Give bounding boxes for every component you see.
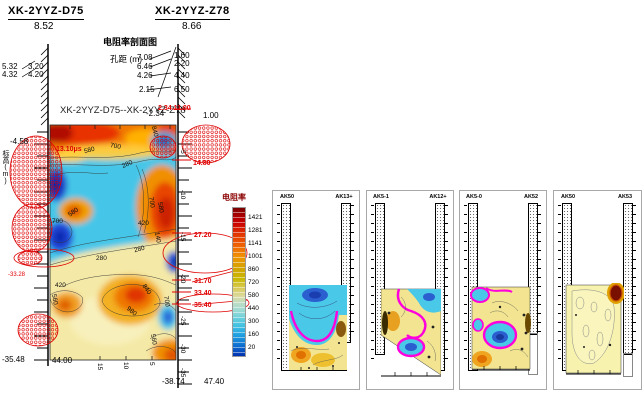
depth-tick: -30: [179, 344, 186, 354]
panel-contour: [381, 288, 441, 377]
dist-bottom-right: 47.40: [204, 377, 225, 386]
right-borehole-axis: [177, 44, 192, 388]
depth-value: 4.40: [174, 71, 190, 80]
red-annotation: 2.34 11.00: [158, 105, 191, 112]
legend-tick: 720: [248, 279, 259, 286]
depth-value: 4.32: [2, 70, 18, 79]
red-annotation: 27.20: [194, 232, 212, 239]
panel-contour: [565, 283, 624, 375]
spacing-label: 孔距 (m): [110, 54, 143, 64]
panel-depth-ticks: [464, 205, 467, 365]
elevation-axis-label: 标高(m): [2, 150, 9, 185]
borehole-left-name: XK-2YYZ-D75: [8, 6, 84, 20]
contour-label: 700: [52, 218, 63, 225]
mini-section-panel-4: AK50 AK53: [553, 190, 642, 390]
depth-tick: -25: [179, 316, 186, 326]
contour-label: 420: [55, 282, 66, 289]
depth-value: 4.20: [28, 70, 44, 79]
elev-top-right: -2.34: [146, 109, 165, 118]
header-leader-lines: [21, 46, 177, 98]
depth-value: 4.26: [137, 71, 153, 80]
x-tick: 10: [122, 362, 129, 370]
panel-borehole-label: AK5-1: [373, 194, 389, 200]
red-annotation: 13.10μs: [56, 146, 82, 153]
red-annotation: 31.70: [194, 278, 212, 285]
legend-tick: 580: [248, 292, 259, 299]
depth-value: 6.50: [174, 85, 190, 94]
legend-tick: 20: [248, 344, 256, 351]
depth-value: 3.20: [28, 62, 44, 71]
legend-tick: 1281: [248, 227, 263, 234]
panel-borehole-column: [375, 203, 385, 355]
legend-tick: 1001: [248, 253, 263, 260]
figure-title: 电阻率剖面图: [103, 37, 158, 47]
panel-depth-ticks: [277, 205, 280, 365]
depth-tick: -10: [179, 190, 186, 200]
legend-tick: 860: [248, 266, 259, 273]
depth-value: 2.20: [174, 59, 190, 68]
legend-title: 电阻率: [222, 193, 246, 202]
depth-value: 1.60: [174, 51, 190, 60]
borehole-right-name: XK-2YYZ-Z78: [155, 6, 230, 20]
depth-value: 6.46: [137, 62, 153, 71]
elev-top-left: -4.58: [10, 137, 29, 146]
legend-tick: 1141: [248, 240, 262, 247]
x-tick: 5: [148, 362, 155, 366]
mini-section-panel-1: AK50 AK13+: [272, 190, 360, 390]
legend-tick: 1421: [248, 214, 263, 221]
panel-borehole-label: AK5-0: [466, 194, 482, 200]
red-annotation: 35.40: [194, 302, 212, 309]
panel-borehole-column: [528, 203, 538, 335]
panel-depth-ticks: [538, 205, 541, 335]
depth-tick: -15: [179, 232, 186, 242]
mini-section-panel-2: AK5-1 AK12+: [366, 190, 454, 390]
panel-depth-ticks: [558, 205, 561, 365]
red-annotation: 14.80: [193, 160, 211, 167]
panel-borehole-column: [623, 203, 633, 355]
borehole-right-elevation: 8.66: [182, 21, 202, 32]
panel-depth-ticks: [351, 205, 354, 335]
panel-depth-ticks: [371, 205, 374, 365]
red-annotation: -33.28: [8, 272, 26, 278]
depth-value: 5.32: [2, 62, 18, 71]
panel-contour: [289, 285, 347, 371]
legend-tick: 300: [248, 318, 259, 325]
panel-casing-outline: [623, 353, 633, 377]
panel-contour: [470, 286, 531, 371]
section-title: XK-2YYZ-D75--XK-2YYZ-Z78: [60, 105, 186, 116]
panel-borehole-label: AK50: [560, 194, 576, 200]
x-tick: 15: [96, 363, 103, 371]
depth-top-right: 1.00: [203, 111, 219, 120]
depth-value: 2.15: [139, 85, 155, 94]
panel-depth-ticks: [445, 205, 448, 365]
legend-tick: 440: [248, 305, 259, 312]
red-annotation: 33.40: [194, 290, 212, 297]
depth-tick: -35: [179, 368, 186, 378]
dist-bottom-left: 44.00: [52, 356, 73, 365]
depth-tick: -5: [179, 148, 186, 154]
panel-borehole-label: AK12+: [429, 194, 447, 200]
legend-colorbar: [232, 207, 246, 357]
panel-borehole-label: AK53: [617, 194, 633, 200]
elev-bottom-left: -35.48: [2, 355, 25, 364]
borehole-left-elevation: 8.52: [34, 21, 54, 32]
depth-value: 7.08: [137, 53, 153, 62]
legend-tick: 160: [248, 331, 259, 338]
panel-borehole-label: AK50: [279, 194, 295, 200]
depth-tick: -20: [179, 274, 186, 284]
contour-label: 280: [96, 255, 107, 262]
contour-label: 420: [138, 220, 149, 227]
hatched-anomaly-zones: [9, 124, 231, 347]
mini-section-panel-3: AK5-0 AK52: [459, 190, 547, 390]
elev-bottom-right: -38.74: [162, 377, 185, 386]
panel-borehole-label: AK13+: [335, 194, 353, 200]
panel-depth-ticks: [633, 205, 636, 355]
panel-borehole-label: AK52: [523, 194, 539, 200]
